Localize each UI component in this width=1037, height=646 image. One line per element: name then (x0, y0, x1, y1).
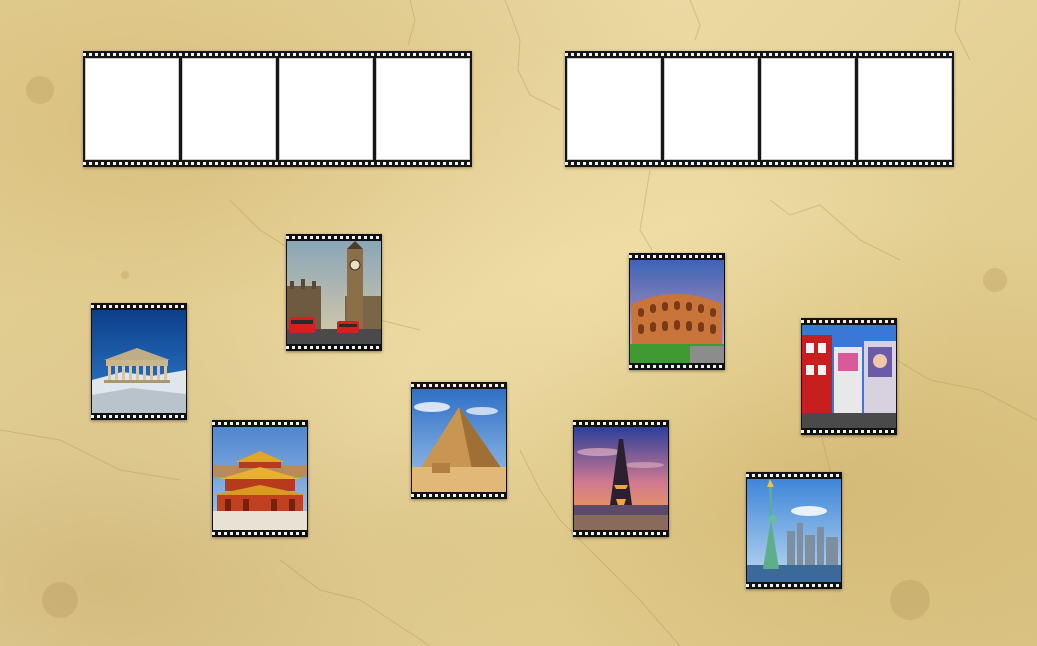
card-statue-of-liberty[interactable] (746, 472, 842, 589)
card-colosseum[interactable] (629, 253, 725, 370)
photo-slot[interactable] (858, 58, 952, 160)
photo-slot[interactable] (761, 58, 855, 160)
card-big-ben[interactable] (286, 234, 382, 351)
statue-of-liberty-photo (747, 479, 841, 582)
photo-slot[interactable] (567, 58, 661, 160)
big-ben-photo (287, 241, 381, 344)
card-pyramid[interactable] (411, 382, 507, 499)
film-strip-right (565, 51, 954, 167)
photo-slot[interactable] (279, 58, 373, 160)
parthenon-photo (92, 310, 186, 413)
card-tokyo-street[interactable] (801, 318, 897, 435)
film-strip-left (83, 51, 472, 167)
card-parthenon[interactable] (91, 303, 187, 420)
colosseum-photo (630, 260, 724, 363)
card-eiffel-tower[interactable] (573, 420, 669, 537)
city-street-photo (802, 325, 896, 428)
photo-slot[interactable] (182, 58, 276, 160)
photo-slot[interactable] (85, 58, 179, 160)
photo-slot[interactable] (376, 58, 470, 160)
photo-slot[interactable] (664, 58, 758, 160)
card-forbidden-city[interactable] (212, 420, 308, 537)
eiffel-tower-photo (574, 427, 668, 530)
pyramid-photo (412, 389, 506, 492)
forbidden-city-photo (213, 427, 307, 530)
